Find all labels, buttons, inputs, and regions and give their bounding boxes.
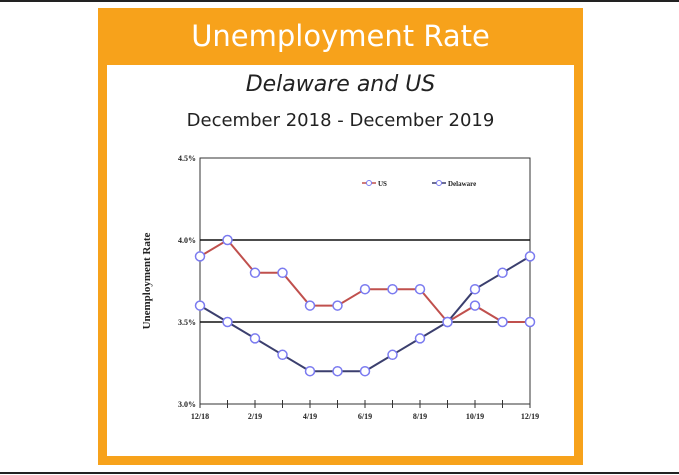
data-point-delaware [277,349,288,361]
legend-label: Delaware [448,180,476,188]
data-point-delaware [469,283,481,295]
x-tick-label: 4/19 [303,412,317,421]
data-point-us [304,300,316,311]
data-point-us [332,300,343,311]
legend-marker [366,180,372,186]
data-point-delaware [442,316,453,328]
x-tick-label: 2/19 [248,412,262,421]
data-point-delaware [304,365,316,377]
data-point-us [387,283,398,295]
chart-subtitle: Delaware and US [245,72,436,97]
series-line-delaware [199,255,531,373]
data-point-us [414,283,426,295]
legend-marker [436,180,442,186]
data-point-us [194,251,206,262]
data-point-delaware [387,349,398,361]
data-point-us [497,316,508,328]
series-line-us [199,238,530,324]
data-point-delaware [222,316,233,328]
x-tick-label: 12/18 [191,412,209,421]
data-point-us [469,300,481,311]
chart-period: December 2018 - December 2019 [186,110,495,131]
data-point-delaware [497,267,508,279]
x-tick-label: 10/19 [466,412,484,421]
bottom-border [0,472,679,474]
chart-frame: Unemployment Rate [98,8,583,465]
data-point-us [524,316,536,328]
chart-title: Unemployment Rate [191,19,490,53]
legend-label: US [378,180,387,188]
y-axis-label: Unemployment Rate [141,232,153,329]
chart-panel [107,65,574,456]
y-tick-label: 3.5% [178,318,196,327]
data-point-delaware [249,333,261,344]
data-point-delaware [414,333,426,344]
data-point-delaware [359,365,371,377]
data-point-us [249,267,261,279]
data-point-delaware [194,300,206,311]
top-border [0,0,679,2]
y-tick-label: 4.0% [178,236,196,245]
data-point-delaware [524,251,536,262]
x-tick-label: 6/19 [358,412,372,421]
x-tick-label: 12/19 [521,412,539,421]
data-point-us [222,234,233,246]
y-tick-label: 3.0% [178,400,196,409]
data-point-us [359,283,371,295]
data-point-delaware [332,365,343,377]
x-tick-label: 8/19 [413,412,427,421]
data-point-us [277,267,288,279]
y-tick-label: 4.5% [178,154,196,163]
